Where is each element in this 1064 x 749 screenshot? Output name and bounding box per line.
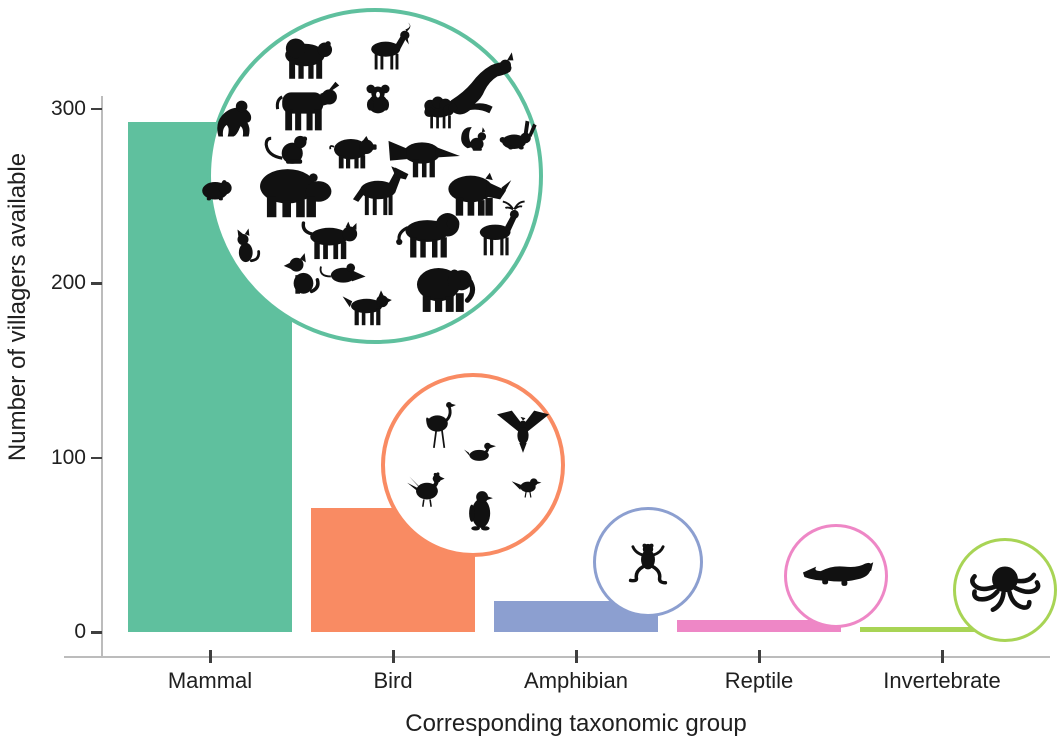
x-tick-label-bird: Bird <box>373 668 413 693</box>
y-tick <box>91 456 102 459</box>
pig-icon <box>322 118 382 178</box>
x-axis-line <box>64 656 1050 658</box>
x-tick-label-mammal: Mammal <box>167 668 253 693</box>
mouse-icon <box>316 238 378 300</box>
eagle-icon <box>492 402 554 464</box>
sheep-icon <box>413 83 467 137</box>
cat-icon <box>220 223 266 269</box>
x-axis-title: Corresponding taxonomic group <box>405 710 747 737</box>
y-tick-label: 100 <box>50 445 86 469</box>
reptile-icon-circle <box>784 524 888 628</box>
squirrel-icon <box>455 118 497 160</box>
octopus-icon <box>967 552 1043 628</box>
sparrow-icon <box>504 462 552 510</box>
gorilla-icon <box>208 89 266 147</box>
lion-icon <box>393 192 471 270</box>
rabbit-icon <box>492 112 540 160</box>
y-tick-label: 300 <box>50 96 86 120</box>
bar-reptile <box>677 619 841 632</box>
guineapig-icon <box>193 165 239 211</box>
x-tick <box>575 650 578 663</box>
koala-icon <box>354 75 402 123</box>
y-tick <box>91 107 102 110</box>
x-tick-label-amphibian: Amphibian <box>524 668 628 693</box>
y-tick-label: 0 <box>74 620 86 643</box>
anteater-icon <box>387 115 463 191</box>
wolf-icon <box>339 276 399 336</box>
bird-icon-circle <box>381 373 565 557</box>
y-tick <box>91 282 102 285</box>
crocodile-icon <box>800 540 874 614</box>
rhino-icon <box>438 152 512 226</box>
y-axis-line <box>101 96 103 658</box>
frog-icon <box>619 534 677 592</box>
y-tick <box>91 631 102 634</box>
tiger-icon <box>298 204 366 272</box>
x-tick-label-invertebrate: Invertebrate <box>883 668 1001 693</box>
duck-icon <box>459 431 501 473</box>
horse-icon <box>349 157 415 223</box>
bear-icon <box>272 22 338 88</box>
amphibian-icon-circle <box>593 507 703 617</box>
cow-icon <box>267 65 343 141</box>
x-tick <box>209 650 212 663</box>
x-tick <box>758 650 761 663</box>
penguin-icon <box>454 483 508 537</box>
bar-invertebrate <box>860 626 1024 632</box>
dog-icon <box>271 245 329 303</box>
hippo-icon <box>248 145 334 231</box>
x-tick <box>392 650 395 663</box>
goat-icon <box>359 19 417 77</box>
elephant-icon <box>404 250 476 322</box>
deer-icon <box>467 199 531 263</box>
ostrich-icon <box>413 398 471 456</box>
chicken-icon <box>402 462 454 514</box>
x-tick <box>941 650 944 663</box>
y-tick-label: 200 <box>50 271 86 294</box>
x-tick-label-reptile: Reptile <box>724 668 794 693</box>
monkey-icon <box>260 116 322 178</box>
kangaroo-icon <box>443 46 523 126</box>
